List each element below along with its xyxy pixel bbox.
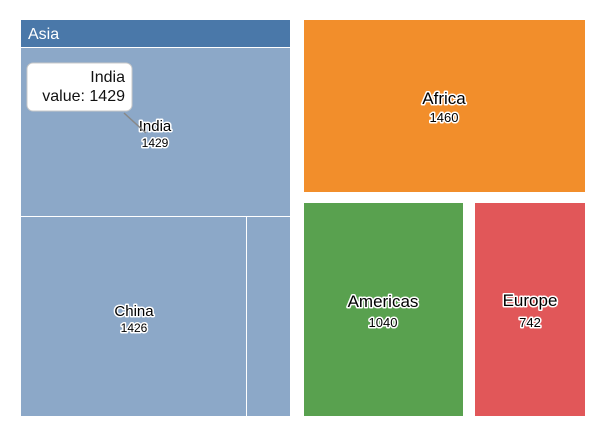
- tooltip: India value: 1429: [26, 62, 147, 134]
- treemap-cell-europe[interactable]: [475, 203, 585, 416]
- treemap-cell-africa[interactable]: [304, 20, 585, 192]
- china-value-label: 1426: [121, 321, 148, 335]
- americas-name-label: Americas: [348, 292, 419, 311]
- africa-name-label: Africa: [422, 89, 466, 108]
- treemap-cell-china[interactable]: [21, 217, 246, 416]
- asia-group: Asia India 1429 China 1426: [21, 20, 290, 416]
- tooltip-line-2: value: 1429: [42, 88, 125, 105]
- asia-header-label: Asia: [28, 26, 59, 43]
- tooltip-connector: [123, 112, 147, 134]
- europe-value-label: 742: [519, 315, 541, 330]
- asia-header[interactable]: [21, 20, 290, 47]
- tooltip-box: [26, 62, 133, 112]
- treemap-cell-americas[interactable]: [304, 203, 463, 416]
- europe-name-label: Europe: [503, 291, 558, 310]
- india-name-label: India: [139, 118, 172, 135]
- tooltip-line-1: India: [90, 69, 125, 86]
- africa-value-label: 1460: [430, 110, 459, 125]
- china-name-label: China: [114, 303, 154, 320]
- india-value-label: 1429: [142, 136, 169, 150]
- americas-value-label: 1040: [369, 315, 398, 330]
- treemap-cell-asia-other[interactable]: [247, 217, 290, 416]
